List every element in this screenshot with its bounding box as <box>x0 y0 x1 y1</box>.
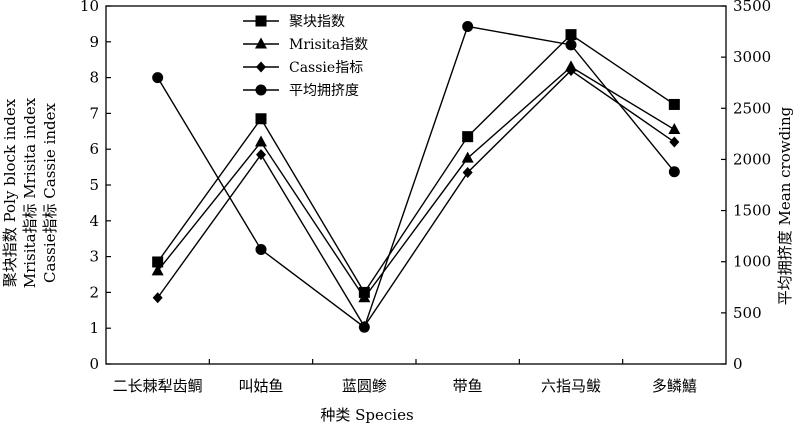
legend-marker-circle <box>255 84 267 96</box>
plot-frame <box>105 5 727 365</box>
category-label: 二长棘犁齿鲷 <box>113 377 203 395</box>
left-tick-label: 1 <box>89 319 99 337</box>
data-point-triangle <box>151 264 164 276</box>
right-tick-label: 2500 <box>733 99 771 117</box>
right-tick-label: 1500 <box>733 202 771 220</box>
series-line <box>157 65 675 299</box>
left-axis-title: 聚块指数 Poly block index Mrisita指标 Mrisita … <box>1 97 59 288</box>
data-point-diamond <box>566 64 576 76</box>
right-tick-label: 500 <box>733 304 762 322</box>
left-tick-label: 9 <box>89 33 99 51</box>
data-point-circle <box>255 243 267 255</box>
left-tick-label: 4 <box>89 212 99 230</box>
right-tick-label: 1000 <box>733 253 771 271</box>
left-tick-label: 5 <box>89 176 99 194</box>
legend-marker-square <box>255 15 267 27</box>
category-labels: 二长棘犁齿鲷 叫姑鱼 蓝圆鲹 带鱼 六指马鲅 多鳞鱚 <box>113 359 697 395</box>
category-label: 多鳞鱚 <box>652 377 697 395</box>
plot-area-border <box>105 5 727 365</box>
data-point-triangle <box>358 291 371 303</box>
left-tick-label: 7 <box>89 104 99 122</box>
data-point-circle <box>565 39 577 51</box>
right-axis-ticks: 0 500 1000 1500 2000 2500 3000 3500 <box>721 0 771 373</box>
left-tick-label: 0 <box>89 355 99 373</box>
data-point-circle <box>462 20 474 32</box>
data-point-diamond <box>669 136 680 148</box>
right-tick-label: 3000 <box>733 48 771 66</box>
data-point-square <box>668 98 680 110</box>
category-label: 蓝圆鲹 <box>342 377 387 395</box>
data-point-circle <box>668 166 680 178</box>
series-3 <box>152 64 680 332</box>
category-label: 带鱼 <box>453 377 483 395</box>
data-point-square <box>462 131 474 143</box>
data-point-circle <box>358 321 370 333</box>
legend-entry: 聚块指数 <box>243 14 345 30</box>
right-tick-label: 3500 <box>733 0 771 15</box>
legend-entry: Mrisita指数 <box>243 37 368 53</box>
right-axis-title-text: 平均拥挤度 Mean crowding <box>776 106 794 305</box>
left-axis-ticks: 0 1 2 3 4 5 6 7 8 9 10 <box>80 0 111 373</box>
left-tick-label: 8 <box>89 69 99 87</box>
data-point-square <box>565 29 577 41</box>
data-point-diamond <box>152 292 163 304</box>
left-tick-label: 3 <box>89 248 99 266</box>
series-line <box>157 25 675 329</box>
right-tick-label: 2000 <box>733 150 771 168</box>
legend-marker-diamond <box>256 61 266 73</box>
data-point-square <box>255 113 267 125</box>
data-point-triangle <box>255 135 267 147</box>
legend-label: Cassie指标 <box>289 60 363 76</box>
left-axis-title-line-3: Cassie指标 Cassie index <box>41 103 59 283</box>
data-point-square <box>152 256 164 268</box>
data-point-diamond <box>256 149 266 161</box>
legend-entry: Cassie指标 <box>243 60 363 76</box>
right-tick-label: 0 <box>733 355 743 373</box>
legend-label: 聚块指数 <box>289 14 345 30</box>
series-line <box>157 69 675 328</box>
legend-entry: 平均拥挤度 <box>243 83 359 99</box>
legend-label: 平均拥挤度 <box>289 83 359 99</box>
series-2 <box>151 60 681 303</box>
x-axis-title: 种类 Species <box>320 406 413 424</box>
legend-marker-triangle <box>255 37 267 49</box>
series-group <box>151 20 681 333</box>
series-1 <box>152 29 680 298</box>
legend-label: Mrisita指数 <box>289 37 368 53</box>
left-tick-label: 2 <box>89 283 99 301</box>
series-4 <box>152 20 680 333</box>
data-point-triangle <box>461 151 474 163</box>
data-point-triangle <box>668 123 681 135</box>
category-label: 六指马鲅 <box>541 377 601 395</box>
left-tick-label: 6 <box>89 140 99 158</box>
data-point-diamond <box>462 166 473 178</box>
series-line <box>157 33 675 294</box>
left-axis-title-line-2: Mrisita指标 Mrisita index <box>21 97 39 288</box>
right-axis-title: 平均拥挤度 Mean crowding <box>776 106 794 305</box>
data-point-circle <box>152 72 164 84</box>
left-tick-label: 10 <box>80 0 99 15</box>
left-axis-title-line-1: 聚块指数 Poly block index <box>1 98 19 287</box>
category-label: 叫姑鱼 <box>238 377 283 395</box>
